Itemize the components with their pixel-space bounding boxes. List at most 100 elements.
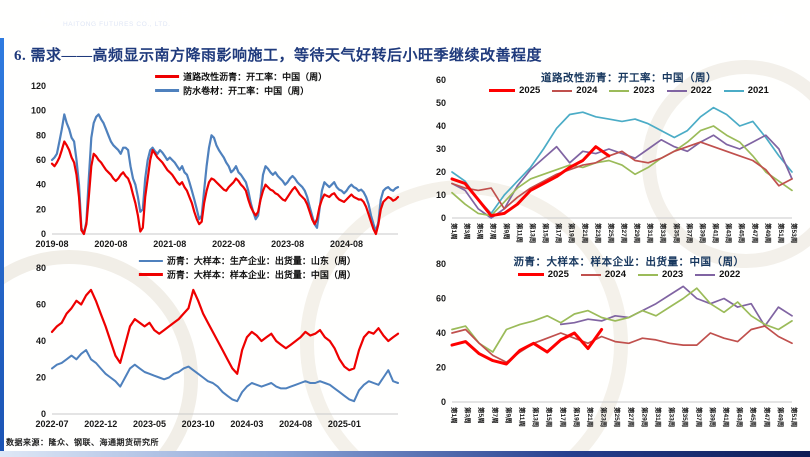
x-tick-label: 第15周 (542, 223, 551, 243)
x-tick-label: 第9周 (504, 407, 513, 424)
company-name-cn: 海通期货股份有限公司 (63, 6, 194, 21)
x-axis-labels: 2019-08 2020-08 2021-08 2022-08 2023-08 2024-… (35, 239, 363, 249)
x-tick-label: 第39周 (698, 223, 707, 243)
x-tick-label: 第37周 (695, 407, 704, 427)
y-tick-label: 60 (436, 294, 446, 304)
y-tick-label: 80 (36, 263, 46, 273)
company-logo: 海通期货股份有限公司 HAITONG FUTURES CO., LTD. (30, 5, 193, 31)
y-axis-labels: 0 20 40 60 80 100 120 (31, 81, 46, 239)
x-tick-label: 第5周 (476, 223, 485, 240)
chart-shipments-weekly-by-year: 沥青：大样本：样本企业：出货量：中国（周） 0 20 40 60 80 第1周 第3周 第5周… (422, 254, 806, 452)
x-tick-label: 2020-08 (94, 239, 127, 249)
x-tick-label: 第37周 (685, 223, 694, 243)
x-tick-label: 第51周 (790, 407, 799, 427)
chart-canvas: 0 20 40 60 80 100 120 2019-08 2020-08 2021-08 2022… (31, 81, 400, 249)
x-tick-label: 第3周 (464, 407, 473, 424)
series-line-防水卷材：开工率：中国（周） (50, 113, 400, 236)
x-tick-label: 2023-08 (271, 239, 304, 249)
x-tick-label: 第35周 (672, 223, 681, 243)
y-tick-label: 0 (441, 213, 446, 223)
x-tick-label: 第21周 (586, 407, 595, 427)
x-tick-label: 第43周 (725, 223, 734, 243)
x-tick-label: 第9周 (502, 223, 511, 240)
x-tick-label: 第5周 (477, 407, 486, 424)
bottom-accent-bar (0, 451, 810, 457)
x-tick-label: 2024-08 (330, 239, 363, 249)
x-tick-label: 第23周 (594, 223, 603, 243)
x-tick-label: 2024-08 (279, 419, 312, 429)
x-axis-labels: 第1周 第3周 第5周 第7周 第9周 第11周 第13周 第15周 第17周 第19周 第21周第… (450, 407, 799, 427)
x-tick-label: 第49周 (764, 223, 773, 243)
x-tick-label: 第39周 (708, 407, 717, 427)
x-tick-label: 第7周 (489, 223, 498, 240)
x-tick-label: 第53周 (790, 223, 799, 243)
x-tick-label: 2023-10 (182, 419, 215, 429)
x-tick-label: 第41周 (722, 407, 731, 427)
y-tick-label: 60 (36, 155, 46, 165)
x-tick-label: 2022-12 (84, 419, 117, 429)
y-tick-label: 80 (36, 130, 46, 140)
x-tick-label: 第47周 (751, 223, 760, 243)
y-tick-label: 20 (36, 373, 46, 383)
x-tick-label: 第17周 (555, 223, 564, 243)
x-tick-label: 第3周 (463, 223, 472, 240)
series-line-2023 (451, 125, 793, 217)
x-tick-label: 第11周 (515, 223, 524, 243)
x-tick-label: 第45周 (738, 223, 747, 243)
y-tick-label: 20 (436, 167, 446, 177)
x-tick-label: 第33周 (668, 407, 677, 427)
x-tick-label: 2022-08 (212, 239, 245, 249)
x-tick-label: 第51周 (777, 223, 786, 243)
x-tick-label: 第41周 (712, 223, 721, 243)
x-tick-label: 第1周 (450, 407, 459, 424)
series-line-2022 (451, 134, 793, 219)
y-tick-label: 30 (436, 144, 446, 154)
x-tick-label: 第13周 (532, 407, 541, 427)
x-axis-labels: 2022-07 2022-12 2023-05 2023-10 2024-03 2024-… (35, 419, 360, 429)
series-line-2025 (450, 328, 604, 366)
x-tick-label: 第29周 (640, 407, 649, 427)
y-tick-label: 40 (436, 121, 446, 131)
x-tick-label: 第45周 (749, 407, 758, 427)
y-axis-labels: 0 20 40 60 80 (36, 263, 46, 419)
x-tick-label: 第25周 (607, 223, 616, 243)
x-tick-label: 2019-08 (35, 239, 68, 249)
x-tick-label: 2022-07 (35, 419, 68, 429)
x-tick-label: 第31周 (654, 407, 663, 427)
x-tick-label: 第27周 (620, 223, 629, 243)
y-tick-label: 0 (41, 409, 46, 419)
chart-operating-rate-weekly-by-year: 道路改性沥青：开工率：中国（周） 0 10 20 30 40 50 60 第1周 第3周 第5周第… (422, 70, 806, 254)
section-title: 一、沥青近期市场行情 (628, 14, 788, 29)
company-name-en: HAITONG FUTURES CO., LTD. (63, 20, 171, 28)
chart-operating-rate-history: 0 20 40 60 80 100 120 2019-08 2020-08 2021-08 2022… (16, 70, 418, 254)
x-tick-label: 第27周 (627, 407, 636, 427)
charts-grid: 0 20 40 60 80 100 120 2019-08 2020-08 2021-08 2022… (16, 70, 808, 452)
x-tick-label: 2021-08 (153, 239, 186, 249)
series-line-2023 (451, 287, 793, 353)
y-tick-label: 50 (436, 98, 446, 108)
x-tick-label: 第13周 (528, 223, 537, 243)
footer-source: 数据来源：隆众、钢联、海通期货研究所 (6, 438, 159, 447)
y-tick-label: 40 (36, 336, 46, 346)
y-tick-label: 120 (31, 81, 46, 91)
x-axis-labels: 第1周 第3周 第5周 第7周 第9周 第11周 第13周 第15周 第17周 第19周 第21周第… (450, 223, 799, 243)
header-bar: 海通期货股份有限公司 HAITONG FUTURES CO., LTD. 一、沥… (0, 0, 810, 38)
y-tick-label: 100 (31, 106, 46, 116)
x-tick-label: 2025-01 (328, 419, 361, 429)
series-line-沥青：大样本：样本企业：出货量：中国（周） (50, 288, 400, 375)
series-line-2021 (451, 106, 793, 215)
left-accent-bar (0, 38, 4, 457)
x-tick-label: 2024-03 (230, 419, 263, 429)
x-tick-label: 第35周 (681, 407, 690, 427)
y-axis-labels: 0 10 20 30 40 50 60 (436, 75, 446, 223)
chart-canvas: 0 20 40 60 80 第1周 第3周 第5周 第7周 第9周 第11周 第13周 第15周 第17周… (436, 259, 799, 427)
x-tick-label: 第25周 (613, 407, 622, 427)
x-tick-label: 第15周 (545, 407, 554, 427)
page-title: 6. 需求——高频显示南方降雨影响施工，等待天气好转后小旺季继续改善程度 (14, 48, 543, 64)
chart-shipments-history: 0 20 40 60 80 2022-07 2022-12 2023-05 2023-10 202… (16, 254, 418, 452)
y-tick-label: 80 (436, 259, 446, 269)
x-tick-label: 第29周 (633, 223, 642, 243)
y-tick-label: 10 (436, 190, 446, 200)
